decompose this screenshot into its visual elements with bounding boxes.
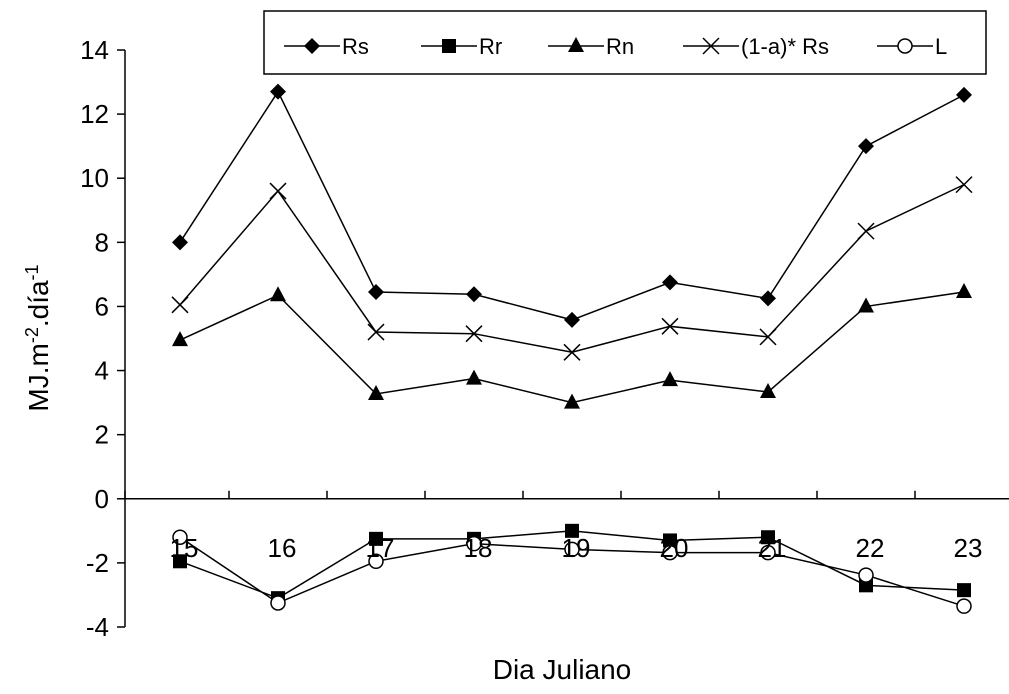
data-point bbox=[663, 533, 677, 548]
legend-label: L bbox=[935, 34, 947, 59]
series-l bbox=[172, 529, 972, 614]
data-point bbox=[368, 384, 384, 400]
data-point bbox=[759, 328, 777, 346]
data-point bbox=[369, 531, 383, 546]
data-point bbox=[563, 343, 581, 361]
x-tick-label: 22 bbox=[856, 533, 885, 563]
data-point bbox=[858, 567, 874, 583]
data-point bbox=[858, 297, 874, 313]
data-point bbox=[662, 274, 678, 291]
tick-labels: -4 -2 0 2 4 6 8 10 12 14 15 16 17 18 19 20 21 22 23 bbox=[80, 35, 982, 642]
data-point bbox=[564, 393, 580, 409]
legend-label: Rs bbox=[342, 34, 369, 59]
x-tick-label: 23 bbox=[954, 533, 983, 563]
data-point bbox=[173, 554, 187, 569]
data-point bbox=[270, 286, 286, 302]
data-point bbox=[662, 544, 678, 561]
data-point bbox=[466, 535, 482, 552]
legend-item: Rn bbox=[548, 34, 634, 59]
data-point bbox=[956, 86, 972, 103]
legend: Rs Rr Rn (1-a)* Rs L bbox=[263, 10, 987, 75]
y-tick-label: 10 bbox=[80, 163, 109, 193]
data-point bbox=[368, 284, 384, 301]
x-tick-label: 15 bbox=[170, 533, 199, 563]
data-point bbox=[172, 331, 188, 347]
data-point bbox=[270, 595, 286, 611]
data-point bbox=[465, 325, 483, 343]
data-point bbox=[858, 138, 874, 155]
data-point bbox=[760, 290, 776, 307]
x-tick-label: 21 bbox=[758, 533, 787, 563]
y-axis-title: MJ.m-2.día-1 bbox=[22, 264, 54, 411]
data-point bbox=[172, 529, 188, 545]
y-tick-label: 12 bbox=[80, 99, 109, 129]
y-tick-label: -4 bbox=[86, 612, 109, 642]
data-point bbox=[564, 541, 580, 558]
x-tick-label: 20 bbox=[660, 533, 689, 563]
legend-label: Rr bbox=[479, 34, 502, 59]
legend-marker bbox=[702, 37, 720, 55]
y-tick-label: 4 bbox=[95, 356, 109, 386]
series-rs bbox=[172, 83, 972, 328]
y-tick-label: 6 bbox=[95, 291, 109, 321]
y-tick-label: 14 bbox=[80, 35, 109, 65]
data-point bbox=[857, 222, 875, 240]
series-rn bbox=[172, 283, 972, 409]
x-axis-title: Dia Juliano bbox=[493, 654, 632, 685]
data-point bbox=[564, 311, 580, 328]
data-point bbox=[368, 553, 384, 570]
legend-item: (1-a)* Rs bbox=[683, 34, 829, 59]
legend-marker bbox=[304, 38, 320, 54]
series-1-a-rs bbox=[171, 176, 973, 361]
data-point bbox=[760, 544, 776, 561]
y-tick-label: -2 bbox=[86, 548, 109, 578]
legend-item: Rr bbox=[421, 34, 502, 59]
data-point bbox=[661, 317, 679, 335]
data-point bbox=[957, 583, 971, 598]
series-line bbox=[179, 90, 965, 321]
x-tick-label: 18 bbox=[464, 533, 493, 563]
legend-label: (1-a)* Rs bbox=[741, 34, 829, 59]
legend-box bbox=[263, 10, 987, 75]
y-tick-label: 0 bbox=[95, 484, 109, 514]
data-point bbox=[466, 286, 482, 303]
legend-item: L bbox=[877, 34, 947, 59]
data-point bbox=[955, 176, 973, 194]
legend-label: Rn bbox=[606, 34, 634, 59]
legend-marker bbox=[897, 38, 913, 54]
legend-marker bbox=[568, 37, 584, 52]
data-point bbox=[956, 283, 972, 299]
axes bbox=[117, 49, 1009, 628]
data-point bbox=[956, 598, 972, 614]
data-point bbox=[269, 182, 287, 200]
data-point bbox=[565, 523, 579, 538]
legend-marker bbox=[442, 39, 456, 53]
x-tick-label: 19 bbox=[562, 533, 591, 563]
data-point bbox=[761, 530, 775, 545]
data-point bbox=[171, 296, 189, 314]
legend-item: Rs bbox=[284, 34, 369, 59]
data-point bbox=[662, 371, 678, 387]
data-point bbox=[466, 369, 482, 385]
series-layer bbox=[171, 83, 973, 614]
data-point bbox=[760, 383, 776, 399]
y-tick-label: 2 bbox=[95, 420, 109, 450]
series-line bbox=[179, 291, 965, 404]
x-tick-label: 17 bbox=[366, 533, 395, 563]
y-tick-label: 8 bbox=[95, 227, 109, 257]
x-tick-label: 16 bbox=[268, 533, 297, 563]
data-point bbox=[270, 83, 286, 100]
data-point bbox=[367, 323, 385, 341]
data-point bbox=[172, 234, 188, 251]
